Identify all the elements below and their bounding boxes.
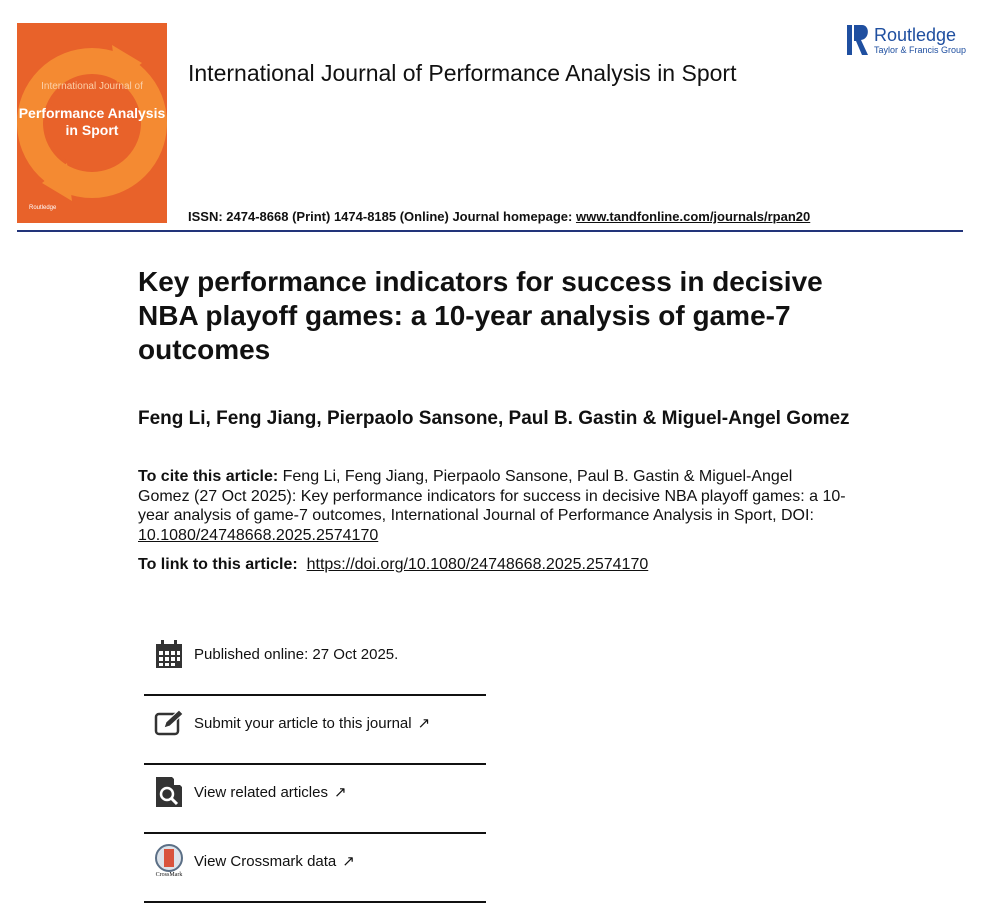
crossmark-link[interactable]: CrossMark View Crossmark data ↗ [144, 841, 486, 881]
published-online: Published online: 27 Oct 2025. [144, 634, 486, 674]
external-link-icon: ↗ [333, 784, 347, 801]
journal-homepage-link[interactable]: www.tandfonline.com/journals/rpan20 [575, 209, 811, 224]
divider [144, 763, 486, 765]
divider [144, 694, 486, 696]
routledge-r-icon [847, 25, 868, 55]
article-url-link[interactable]: https://doi.org/10.1080/24748668.2025.25… [306, 556, 649, 573]
article-authors: Feng Li, Feng Jiang, Pierpaolo Sansone, … [138, 408, 850, 429]
doi-link[interactable]: 10.1080/24748668.2025.2574170 [138, 526, 379, 544]
divider [144, 832, 486, 834]
edit-icon [144, 710, 194, 736]
related-articles-link[interactable]: View related articles ↗ [144, 772, 486, 812]
journal-cover-image: International Journal of Performance Ana… [17, 23, 167, 223]
cover-arrows-graphic [17, 45, 167, 201]
article-title: Key performance indicators for success i… [138, 266, 823, 365]
external-link-icon: ↗ [342, 853, 355, 870]
journal-title: International Journal of Performance Ana… [188, 60, 737, 86]
calendar-icon [144, 639, 194, 669]
divider [144, 901, 486, 903]
header-divider [17, 230, 963, 232]
routledge-logo: Routledge Taylor & Francis Group [846, 23, 966, 57]
external-link-icon: ↗ [417, 715, 431, 732]
search-document-icon [144, 777, 194, 807]
submit-article-link[interactable]: Submit your article to this journal ↗ [144, 703, 486, 743]
issn-line: ISSN: 2474-8668 (Print) 1474-8185 (Onlin… [188, 209, 811, 224]
citation: To cite this article: Feng Li, Feng Jian… [138, 468, 846, 544]
crossmark-icon: CrossMark [144, 844, 194, 878]
cover-title-small: International Journal of [41, 81, 143, 92]
cover-publisher: Routledge [29, 205, 57, 211]
article-link-line: To link to this article: https://doi.org… [138, 556, 649, 573]
cover-title-large: Performance Analysis in Sport [18, 105, 166, 138]
